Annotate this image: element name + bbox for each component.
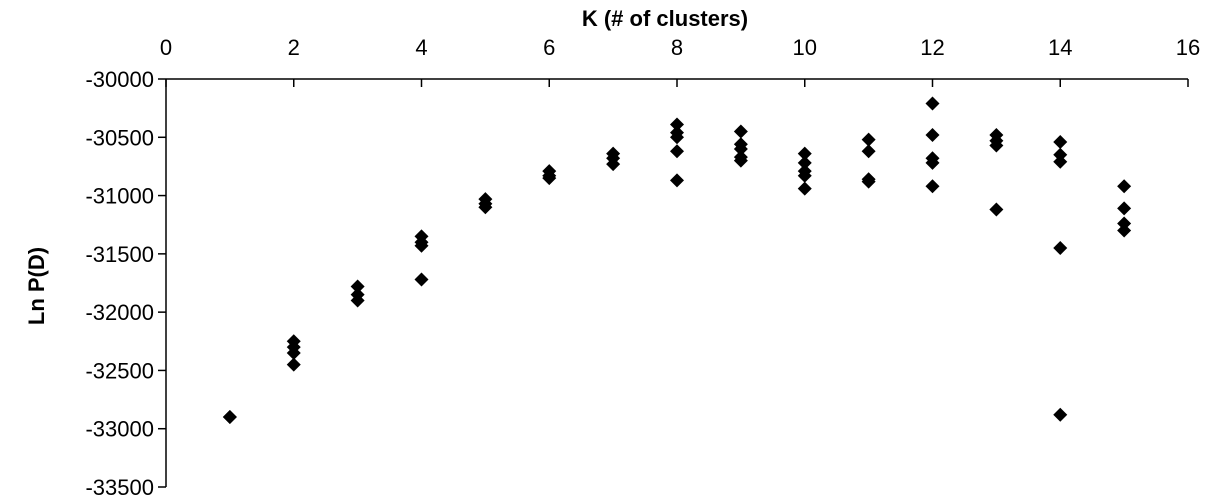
data-point	[925, 155, 940, 170]
data-point	[1053, 134, 1068, 149]
data-point	[1053, 154, 1068, 169]
y-tick-label: -33000	[85, 417, 154, 442]
data-point	[1053, 407, 1068, 422]
data-point	[414, 238, 429, 253]
data-point	[286, 357, 301, 372]
y-tick-label: -31500	[85, 242, 154, 267]
data-point	[733, 153, 748, 168]
data-point	[606, 157, 621, 172]
data-point	[1053, 241, 1068, 256]
x-tick-label: 0	[160, 35, 172, 60]
data-point	[350, 279, 365, 294]
x-axis-tick-labels: 0 2 4 6 8 10 12 14 16	[160, 35, 1200, 60]
x-tick-label: 14	[1048, 35, 1072, 60]
y-axis-title: Ln P(D)	[24, 247, 49, 325]
x-tick-label: 2	[288, 35, 300, 60]
data-point	[861, 132, 876, 147]
x-axis-title: K (# of clusters)	[582, 6, 748, 31]
data-point	[286, 345, 301, 360]
data-point	[478, 200, 493, 215]
y-tick-label: -33500	[85, 475, 154, 496]
y-axis-tick-labels: -30000 -30500 -31000 -31500 -32000 -32500 -330…	[85, 67, 154, 496]
data-point	[797, 181, 812, 196]
data-point	[350, 293, 365, 308]
x-tick-label: 4	[415, 35, 427, 60]
data-point	[733, 141, 748, 156]
data-point	[670, 144, 684, 159]
axis-tick-marks	[158, 78, 1189, 488]
x-tick-label: 8	[671, 35, 683, 60]
data-point	[733, 124, 748, 139]
data-point	[222, 410, 237, 425]
data-point	[542, 171, 557, 186]
data-point	[1117, 179, 1132, 194]
data-point	[797, 168, 812, 183]
data-point	[797, 146, 812, 161]
data-point	[925, 127, 940, 142]
y-tick-label: -32000	[85, 300, 154, 325]
data-point	[925, 96, 940, 111]
y-tick-label: -30000	[85, 67, 154, 92]
data-point	[670, 130, 684, 145]
data-point	[1117, 201, 1132, 216]
data-point	[797, 155, 812, 170]
data-point	[1117, 223, 1132, 238]
data-point	[861, 174, 876, 189]
data-point	[414, 272, 429, 287]
y-tick-label: -31000	[85, 184, 154, 209]
data-point	[670, 117, 684, 132]
x-tick-label: 16	[1176, 35, 1200, 60]
data-point	[989, 202, 1004, 217]
data-point	[925, 179, 940, 194]
y-tick-label: -32500	[85, 358, 154, 383]
x-tick-label: 6	[543, 35, 555, 60]
data-point	[861, 144, 876, 159]
x-tick-label: 12	[920, 35, 944, 60]
x-tick-label: 10	[793, 35, 817, 60]
data-point	[989, 138, 1004, 153]
data-points	[222, 96, 1132, 425]
y-tick-label: -30500	[85, 125, 154, 150]
data-point	[670, 173, 684, 188]
